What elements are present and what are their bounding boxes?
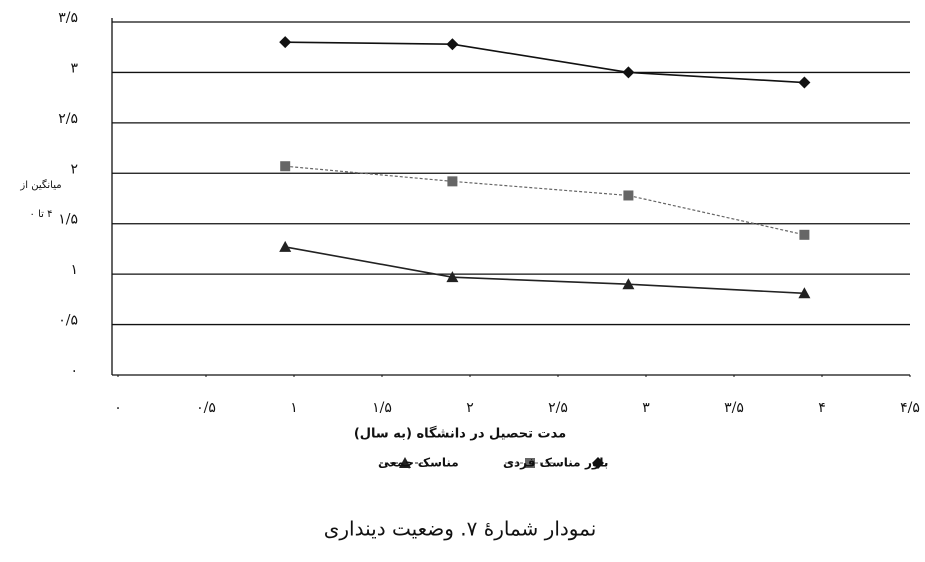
y-tick-label: ۰: [70, 363, 78, 379]
y-tick-label: ۰/۵: [58, 313, 78, 329]
x-tick-label: ۳: [642, 400, 650, 416]
legend-label: مناسک جمعی: [378, 456, 459, 470]
data-point: [623, 190, 633, 200]
y-tick-label: ۳: [70, 60, 78, 76]
y-tick-label: ۳/۵: [58, 10, 78, 26]
legend-label: باور: [584, 456, 608, 471]
data-point: [280, 161, 290, 171]
x-tick-label: ۰: [114, 400, 122, 416]
x-axis-label: مدت تحصیل در دانشگاه (به سال): [354, 426, 566, 442]
x-tick-label: ۴: [818, 400, 826, 416]
x-tick-label: ۲/۵: [548, 400, 568, 416]
y-axis-label: میانگین از: [19, 179, 61, 191]
background: [0, 0, 925, 562]
y-tick-label: ۲/۵: [58, 111, 78, 127]
data-point: [799, 230, 809, 240]
y-tick-label: ۱: [70, 262, 78, 278]
x-tick-label: ۴/۵: [900, 400, 920, 416]
legend-label: مناسک فردی: [503, 456, 581, 470]
data-point: [447, 176, 457, 186]
x-tick-label: ۰/۵: [196, 400, 216, 416]
y-axis-label: ۴ تا ۰: [30, 209, 53, 220]
x-tick-label: ۳/۵: [724, 400, 744, 416]
y-tick-label: ۲: [70, 161, 78, 177]
x-tick-label: ۱: [290, 400, 298, 416]
y-tick-label: ۱/۵: [58, 212, 78, 228]
chart: مدت تحصیل در دانشگاه (به سال) میانگین از…: [0, 0, 925, 562]
chart-title: نمودار شمارهٔ ۷. وضعیت دینداری: [324, 517, 597, 541]
x-tick-label: ۱/۵: [372, 400, 392, 416]
x-tick-label: ۲: [466, 400, 474, 416]
